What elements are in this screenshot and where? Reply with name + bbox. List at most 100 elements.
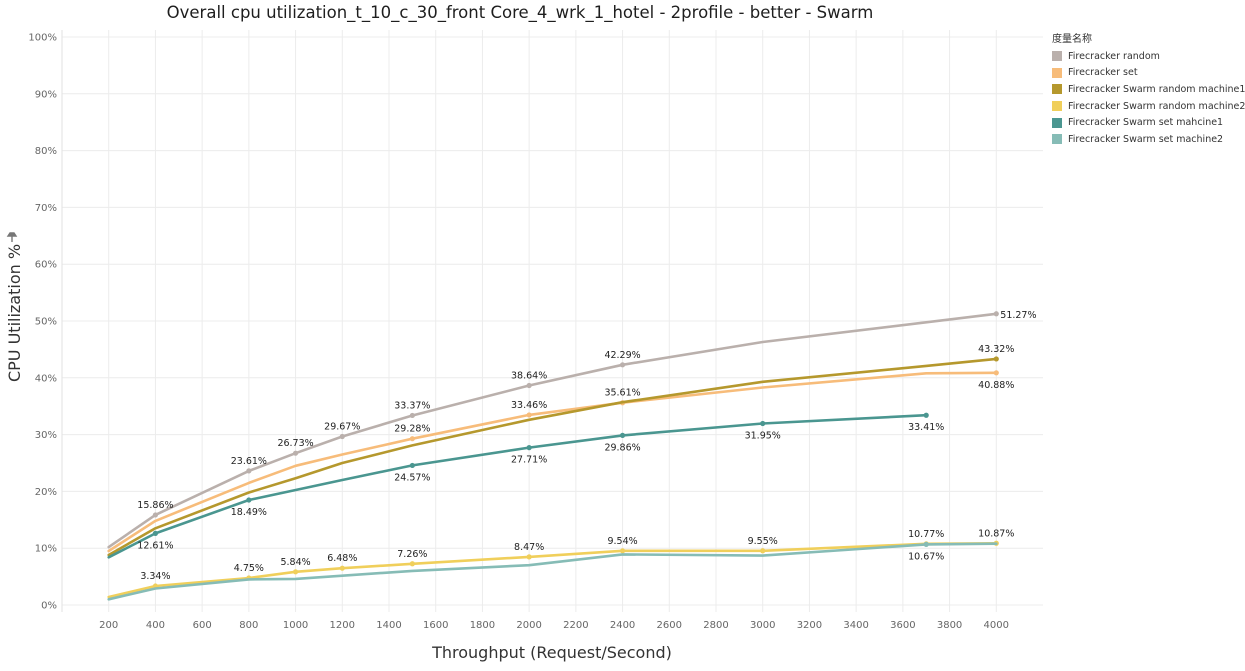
y-tick-label: 70% <box>35 203 57 214</box>
x-tick-label: 1400 <box>376 620 401 631</box>
data-point[interactable] <box>339 433 345 440</box>
data-point[interactable] <box>409 462 415 469</box>
data-point[interactable] <box>526 445 532 451</box>
data-point[interactable] <box>152 530 159 536</box>
data-label: 10.77% <box>908 529 944 540</box>
legend-label: Firecracker Swarm set mahcine1 <box>1068 117 1224 129</box>
legend-swatch <box>1052 51 1062 62</box>
data-label: 29.86% <box>604 442 640 453</box>
x-tick-label: 2400 <box>610 620 635 631</box>
series-1 <box>107 370 999 553</box>
x-tick-label: 200 <box>99 620 118 631</box>
legend-item[interactable]: Firecracker Swarm set mahcine1 <box>1052 114 1242 131</box>
x-tick-label: 400 <box>146 620 165 631</box>
legend-label: Firecracker Swarm random machine2 <box>1068 100 1245 112</box>
pin-icon[interactable] <box>6 232 18 242</box>
data-point[interactable] <box>292 450 299 456</box>
series-line[interactable] <box>107 357 998 557</box>
data-point[interactable] <box>409 561 415 567</box>
legend-items: Firecracker random Firecracker set Firecra… <box>1052 48 1245 148</box>
data-label: 31.95% <box>745 431 781 442</box>
data-label: 33.37% <box>394 400 430 411</box>
y-tick-label: 100% <box>28 33 57 44</box>
data-label: 9.54% <box>607 536 637 547</box>
series-line[interactable] <box>107 413 928 559</box>
x-tick-label: 3400 <box>843 620 868 631</box>
series-0 <box>107 311 999 549</box>
grid-lines <box>61 30 1043 612</box>
data-point[interactable] <box>760 420 766 427</box>
data-point[interactable] <box>619 432 626 438</box>
data-point[interactable] <box>993 370 999 376</box>
data-point[interactable] <box>526 554 532 560</box>
data-point[interactable] <box>292 569 299 575</box>
series-lines <box>107 311 999 601</box>
x-tick-label: 1600 <box>423 620 448 631</box>
data-label: 23.61% <box>231 456 267 467</box>
y-tick-label: 0% <box>41 601 57 612</box>
data-label: 10.87% <box>978 528 1014 539</box>
data-point[interactable] <box>923 541 929 547</box>
data-label: 12.61% <box>137 540 173 551</box>
data-label: 42.29% <box>604 350 640 361</box>
data-point[interactable] <box>760 548 766 554</box>
data-point[interactable] <box>526 412 532 418</box>
x-tick-label: 600 <box>193 620 212 631</box>
series-line[interactable] <box>107 542 998 601</box>
data-point[interactable] <box>409 436 415 442</box>
data-point[interactable] <box>409 412 415 419</box>
x-tick-label: 3600 <box>890 620 915 631</box>
series-line[interactable] <box>107 312 998 549</box>
x-tick-label: 2800 <box>703 620 728 631</box>
data-point[interactable] <box>619 548 626 554</box>
data-point[interactable] <box>619 362 626 368</box>
series-5 <box>107 541 998 601</box>
x-tick-label: 2600 <box>657 620 682 631</box>
data-point[interactable] <box>246 497 252 503</box>
legend-label: Firecracker set <box>1068 67 1138 79</box>
x-tick-label: 800 <box>239 620 258 631</box>
legend-item[interactable]: Firecracker random <box>1052 48 1242 65</box>
data-label: 24.57% <box>394 472 430 483</box>
y-tick-label: 90% <box>35 89 57 100</box>
x-tick-label: 1800 <box>470 620 495 631</box>
data-label: 40.88% <box>978 380 1014 391</box>
legend: 度量名称 Firecracker random Firecracker set Fi… <box>1052 30 1245 148</box>
legend-item[interactable]: Firecracker Swarm set machine2 <box>1052 131 1242 148</box>
y-axis-title-group: CPU Utilization % <box>5 232 24 382</box>
data-label: 4.75% <box>234 563 264 574</box>
legend-item[interactable]: Firecracker set <box>1052 65 1242 82</box>
x-tick-label: 2200 <box>563 620 588 631</box>
x-tick-label: 3000 <box>750 620 775 631</box>
data-label: 35.61% <box>604 388 640 399</box>
legend-swatch <box>1052 134 1062 145</box>
x-tick-label: 3800 <box>937 620 962 631</box>
data-label: 43.32% <box>978 344 1014 355</box>
y-tick-label: 20% <box>35 487 57 498</box>
data-label: 33.46% <box>511 400 547 411</box>
chart-title: Overall cpu utilization_t_10_c_30_front … <box>166 3 874 22</box>
data-point[interactable] <box>923 412 929 418</box>
data-point[interactable] <box>152 512 159 518</box>
data-label: 27.71% <box>511 455 547 466</box>
data-point[interactable] <box>526 382 532 389</box>
x-tick-label: 1000 <box>283 620 308 631</box>
data-point[interactable] <box>993 311 999 317</box>
legend-item[interactable]: Firecracker Swarm random machine2 <box>1052 98 1245 115</box>
legend-item[interactable]: Firecracker Swarm random machine1 <box>1052 81 1245 98</box>
data-point[interactable] <box>339 565 345 571</box>
y-tick-label: 30% <box>35 430 57 441</box>
data-label: 29.28% <box>394 424 430 435</box>
data-point[interactable] <box>246 468 252 474</box>
legend-swatch <box>1052 101 1062 112</box>
data-label: 6.48% <box>327 553 357 564</box>
data-label: 7.26% <box>397 549 427 560</box>
data-point[interactable] <box>993 356 999 362</box>
x-tick-label: 3200 <box>797 620 822 631</box>
series-2 <box>107 356 999 557</box>
data-label: 9.55% <box>748 536 778 547</box>
x-tick-label: 2000 <box>516 620 541 631</box>
data-label: 5.84% <box>280 557 310 568</box>
x-axis-title: Throughput (Request/Second) <box>431 643 672 662</box>
data-label: 18.49% <box>231 507 267 518</box>
